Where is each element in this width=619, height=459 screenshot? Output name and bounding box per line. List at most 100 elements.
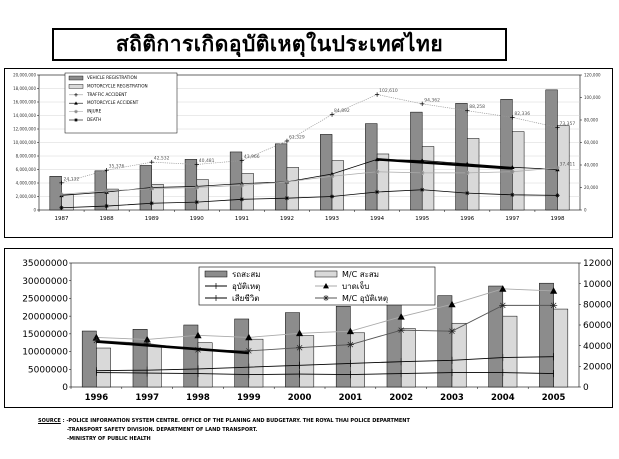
- y2-tick-label: 20000: [583, 362, 612, 372]
- bar-M/C สะสม: [553, 308, 569, 388]
- point-INJURE: [374, 169, 380, 174]
- bar-M/C สะสม: [400, 328, 416, 388]
- data-label: 42,532: [154, 156, 170, 162]
- line-บาดเจ็บ: [96, 288, 554, 340]
- y2-tick-label: 20,000: [584, 185, 598, 190]
- x-tick-label: 1999: [237, 393, 261, 403]
- legend-label: MOTORCYCLE REGISTRATION: [87, 83, 148, 88]
- source-line-2: -TRANSPORT SAFETY DIVISION. DEPARTMENT O…: [67, 427, 258, 433]
- legend-label: รถสะสม: [232, 270, 260, 279]
- chart-1996-2005: 0 5000000 10000000 15000000 20000000 25000000…: [22, 259, 612, 403]
- source-note: SOURCE : -POLICE INFORMATION SYSTEM CENT…: [38, 417, 613, 444]
- point-บาดเจ็บ: [550, 287, 558, 294]
- data-label: 35,376: [109, 164, 125, 170]
- x-tick-label: 1997: [135, 393, 159, 403]
- y2-tick-label: 40,000: [584, 162, 598, 167]
- point-DEATH: [104, 203, 109, 209]
- point-M/C อุบัติเหตุ: [397, 326, 405, 334]
- legend-label: เสียชีวิต: [232, 294, 259, 303]
- point-INJURE: [194, 185, 199, 190]
- data-label: 40,481: [199, 158, 215, 164]
- x-tick-label: 1988: [100, 216, 114, 222]
- legend-marker: [323, 295, 329, 301]
- y-tick-label: 15000000: [22, 330, 68, 340]
- x-tick-label: 1996: [460, 216, 474, 222]
- y-tick-label: 8,000,000: [16, 153, 37, 158]
- y-tick-label: 10000000: [22, 348, 68, 358]
- point-DEATH: [329, 194, 335, 199]
- y2-tick-label: 40000: [583, 342, 612, 352]
- point-บาดเจ็บ: [194, 331, 202, 339]
- point-บาดเจ็บ: [397, 313, 405, 320]
- point-DEATH: [284, 195, 290, 201]
- point-M/C อุบัติเหตุ: [245, 347, 253, 355]
- x-tick-label: 2005: [542, 393, 566, 403]
- legend-swatch: [68, 84, 84, 89]
- x-tick-label: 1995: [415, 216, 429, 222]
- legend-label: VEHICLE REGISTRATION: [87, 75, 137, 80]
- y-tick-label: 14,000,000: [13, 113, 36, 118]
- line-M/C อุบัติเหตุ: [96, 304, 554, 352]
- bar-VEHICLE REGISTRATION: [320, 134, 333, 211]
- bar-รถสะสม: [488, 285, 504, 388]
- legend-marker: [74, 118, 78, 122]
- x-tick-label: 1987: [55, 216, 69, 222]
- x-tick-label: 1993: [325, 216, 339, 222]
- bar-รถสะสม: [183, 324, 199, 388]
- chart-panel-1987-1998: 0 2,000,000 4,000,000 6,000,000 8,000,000 10,…: [4, 68, 613, 238]
- point-INJURE: [239, 183, 245, 188]
- data-label: 84,892: [334, 108, 350, 114]
- legend-label: INJURE: [87, 109, 102, 114]
- point-DEATH: [374, 189, 380, 195]
- point-TRAFFIC ACCIDENT: [555, 125, 560, 130]
- data-label: 37,411: [559, 161, 575, 167]
- bar-VEHICLE REGISTRATION: [49, 176, 62, 211]
- point-M/C อุบัติเหตุ: [550, 301, 558, 309]
- point-TRAFFIC ACCIDENT: [239, 158, 245, 163]
- point-DEATH: [510, 192, 515, 198]
- bar-M/C สะสม: [146, 346, 162, 388]
- bar-VEHICLE REGISTRATION: [274, 143, 288, 211]
- legend-marker: [74, 93, 78, 97]
- point-บาดเจ็บ: [499, 285, 507, 292]
- data-label: 94,362: [424, 97, 440, 103]
- point-TRAFFIC ACCIDENT: [374, 92, 380, 97]
- x-tick-label: 1991: [235, 216, 249, 222]
- bar-MOTORCYCLE REGISTRATION: [196, 179, 209, 211]
- y2-tick-label: 0: [583, 383, 589, 393]
- legend-swatch: [68, 75, 84, 81]
- line-MOTORCYCLE ACCIDENT: [61, 159, 558, 196]
- legend-swatch: [314, 270, 338, 278]
- bar-M/C สะสม: [299, 335, 315, 388]
- point-DEATH: [149, 201, 154, 206]
- chart-1987-1998: 0 2,000,000 4,000,000 6,000,000 8,000,000 10,…: [13, 72, 601, 222]
- y-tick-label: 0: [62, 383, 68, 393]
- bar-VEHICLE REGISTRATION: [94, 170, 107, 211]
- point-TRAFFIC ACCIDENT: [104, 168, 109, 173]
- legend-label: MOTORCYCLE ACCIDENT: [87, 100, 139, 105]
- bar-M/C สะสม: [248, 338, 264, 388]
- y2-tick-label: 120,000: [584, 72, 601, 77]
- data-label: 61,329: [289, 135, 305, 141]
- point-DEATH: [194, 199, 199, 205]
- point-TRAFFIC ACCIDENT: [194, 162, 199, 167]
- point-INJURE: [104, 188, 109, 194]
- y-tick-label: 4,000,000: [16, 180, 37, 185]
- line-อุบัติเหตุ: [96, 356, 554, 372]
- y2-tick-label: 100,000: [584, 95, 601, 100]
- point-INJURE: [555, 165, 560, 171]
- y-tick-label: 2,000,000: [16, 194, 37, 199]
- y-tick-label: 12,000,000: [13, 126, 36, 131]
- bar-M/C สะสม: [197, 342, 213, 388]
- bar-MOTORCYCLE REGISTRATION: [241, 173, 254, 211]
- bar-MOTORCYCLE REGISTRATION: [467, 138, 480, 211]
- x-tick-label: 1994: [370, 216, 384, 222]
- legend-swatch: [204, 270, 228, 278]
- x-tick-label: 1996: [85, 393, 109, 403]
- bar-MOTORCYCLE REGISTRATION: [61, 194, 74, 211]
- point-M/C อุบัติเหตุ: [346, 341, 354, 349]
- y-tick-label: 35000000: [22, 259, 68, 269]
- line-INJURE: [61, 167, 558, 195]
- legend-1: VEHICLE REGISTRATION MOTORCYCLE REGISTRAT…: [64, 72, 178, 134]
